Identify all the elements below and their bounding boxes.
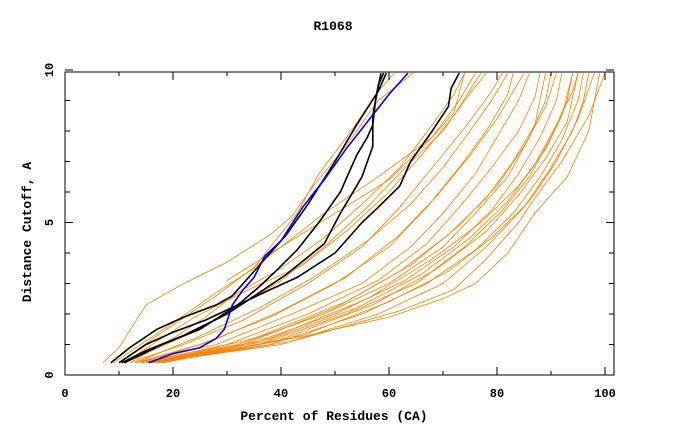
series-line-other-12 (151, 73, 590, 364)
series-line-other-23 (151, 72, 579, 364)
y-tick-label: 5 (43, 219, 57, 226)
y-axis-label: Distance Cutoff, A (20, 162, 35, 303)
x-tick-label: 40 (274, 387, 288, 401)
series-line-other-25 (162, 72, 595, 364)
series-line-other-2 (118, 72, 476, 364)
x-tick-label: 60 (382, 387, 396, 401)
x-tick-label: 0 (61, 387, 68, 401)
series-line-top-29 (124, 72, 460, 364)
series-line-other-0 (102, 72, 414, 364)
series-line-highlight-30 (148, 72, 409, 364)
series-line-other-19 (151, 72, 557, 364)
series-line-other-14 (162, 73, 600, 364)
series-line-other-16 (124, 72, 482, 364)
series-line-other-21 (145, 73, 546, 364)
series-line-top-26 (110, 72, 388, 364)
x-tick-label: 100 (594, 387, 616, 401)
series-line-other-20 (156, 73, 573, 364)
tick-layer: 0 20 40 60 80 100 0 5 10 (43, 63, 616, 401)
x-tick-label: 20 (166, 387, 180, 401)
x-axis-label: Percent of Residues (CA) (240, 409, 427, 424)
series-layer (102, 72, 606, 364)
series-line-other-4 (129, 72, 503, 364)
series-line-other-18 (140, 72, 525, 364)
series-line-top-27 (118, 72, 382, 364)
series-line-other-1 (113, 72, 395, 364)
y-tick-label: 10 (43, 63, 57, 77)
series-line-other-22 (226, 72, 465, 281)
chart-title: R1068 (313, 19, 352, 34)
series-line-other-7 (140, 73, 541, 364)
series-line-other-6 (135, 72, 530, 364)
series-line-other-24 (156, 73, 579, 364)
y-tick-label: 0 (43, 371, 57, 378)
x-tick-label: 80 (490, 387, 504, 401)
series-line-other-13 (156, 72, 606, 364)
plot-frame (64, 71, 615, 376)
series-line-other-11 (151, 73, 584, 364)
